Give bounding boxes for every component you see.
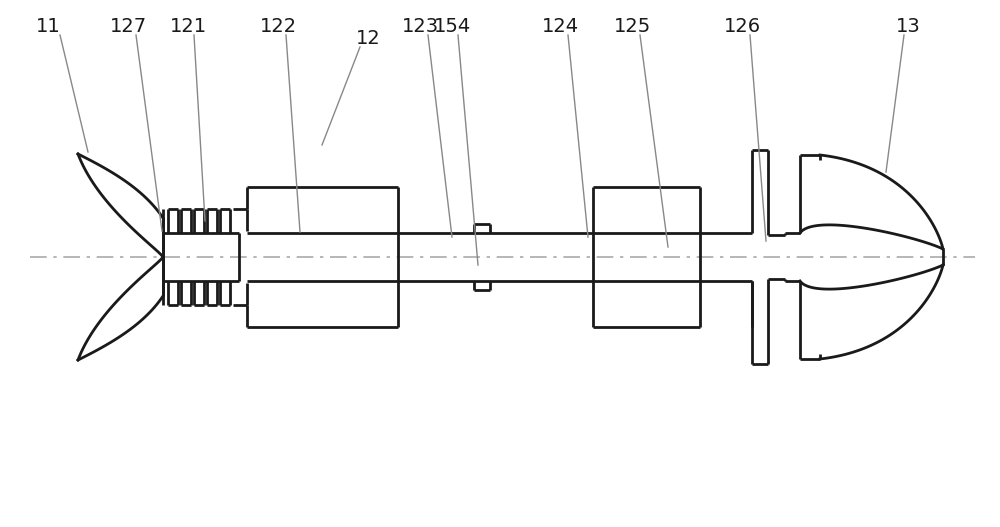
Text: 11: 11 <box>36 17 60 36</box>
Text: 124: 124 <box>541 17 579 36</box>
Text: 12: 12 <box>356 30 380 48</box>
Text: 127: 127 <box>109 17 147 36</box>
Text: 126: 126 <box>723 17 761 36</box>
Text: 121: 121 <box>169 17 207 36</box>
Text: 154: 154 <box>434 17 472 36</box>
Text: 125: 125 <box>613 17 651 36</box>
Text: 123: 123 <box>401 17 439 36</box>
Text: 122: 122 <box>259 17 297 36</box>
Text: 13: 13 <box>896 17 920 36</box>
